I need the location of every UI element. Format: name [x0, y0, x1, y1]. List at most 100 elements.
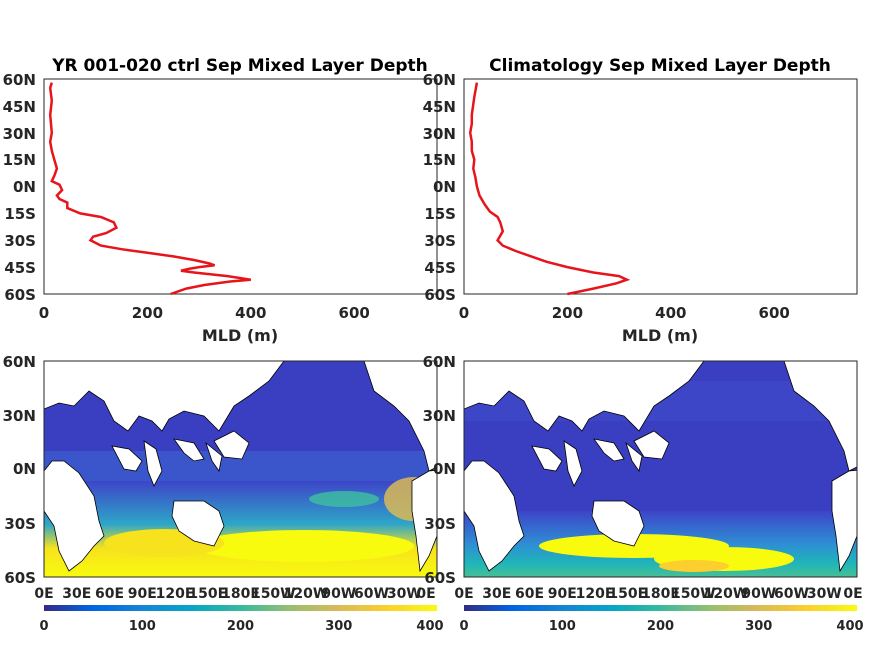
colorbar [464, 605, 857, 611]
x-tick-label: 0E [34, 586, 53, 602]
x-tick-label: 30E [482, 586, 511, 602]
map-panel-left: 60N 30N 0N 30S 60S 0E 30E 60E 90E 120E 1… [3, 353, 444, 634]
y-tick-label: 30S [424, 515, 456, 533]
x-tick-label: 30E [62, 586, 91, 602]
x-ticks: 0 200 400 600 [39, 304, 370, 322]
x-tick-label: 120E [156, 586, 195, 602]
x-tick-label: 180E [221, 586, 260, 602]
plot-box [43, 78, 438, 295]
chart-title: Climatology Sep Mixed Layer Depth [489, 56, 831, 76]
x-tick-label: 400 [655, 304, 686, 322]
x-tick-label: 60W [354, 586, 389, 602]
y-tick-label: 45S [424, 259, 456, 277]
colorbar-tick-label: 200 [227, 619, 254, 634]
x-tick-label: 120W [284, 586, 329, 602]
colorbar-tick-label: 200 [647, 619, 674, 634]
x-tick-label: 0E [416, 586, 435, 602]
y-tick-label: 30N [423, 407, 456, 425]
x-tick-label: 90E [548, 586, 577, 602]
mld-profile-line [48, 82, 251, 296]
mld-profile-line [468, 82, 631, 296]
y-ticks: 60N 45N 30N 15N 0N 15S 30S 45S 60S [423, 71, 456, 304]
x-tick-label: 120E [576, 586, 615, 602]
x-tick-label: 0 [39, 304, 49, 322]
x-tick-label: 150W [251, 586, 296, 602]
y-tick-label: 0N [433, 460, 456, 478]
x-tick-label: 180E [641, 586, 680, 602]
colorbar [44, 605, 437, 611]
x-tick-label: 600 [759, 304, 790, 322]
x-tick-label: 0E [454, 586, 473, 602]
y-tick-label: 15N [3, 151, 36, 169]
x-ticks: 0E 30E 60E 90E 120E 150E 180E 150W 120W … [34, 586, 435, 602]
colorbar-tick-label: 0 [459, 619, 468, 634]
y-tick-label: 0N [433, 178, 456, 196]
y-tick-label: 45N [3, 98, 36, 116]
y-tick-label: 15S [424, 205, 456, 223]
x-axis-label: MLD (m) [622, 326, 698, 345]
y-tick-label: 60N [423, 353, 456, 371]
x-axis-label: MLD (m) [202, 326, 278, 345]
profile-panel-left: YR 001-020 ctrl Sep Mixed Layer Depth 0 … [3, 56, 438, 345]
x-tick-label: 90W [321, 586, 356, 602]
x-tick-label: 600 [339, 304, 370, 322]
x-tick-label: 150E [608, 586, 647, 602]
colorbar-tick-label: 100 [129, 619, 156, 634]
y-tick-label: 30N [423, 125, 456, 143]
x-tick-label: 200 [552, 304, 583, 322]
profile-panel-right: Climatology Sep Mixed Layer Depth 0 200 … [423, 56, 858, 345]
y-tick-label: 30S [4, 515, 36, 533]
y-tick-label: 30N [3, 407, 36, 425]
y-tick-label: 0N [13, 460, 36, 478]
y-tick-label: 0N [13, 178, 36, 196]
y-tick-label: 60S [4, 569, 36, 587]
x-ticks: 0 200 400 600 [459, 304, 790, 322]
x-tick-label: 90E [128, 586, 157, 602]
y-ticks: 60N 30N 0N 30S 60S [423, 353, 456, 587]
southern-ocean-band [44, 481, 437, 577]
x-tick-label: 200 [132, 304, 163, 322]
y-tick-label: 30S [4, 232, 36, 250]
colorbar-tick-label: 300 [745, 619, 772, 634]
x-tick-label: 60E [515, 586, 544, 602]
y-tick-label: 60S [4, 286, 36, 304]
y-tick-label: 15S [4, 205, 36, 223]
x-tick-label: 60W [774, 586, 809, 602]
y-tick-label: 15N [423, 151, 456, 169]
y-tick-label: 60S [424, 569, 456, 587]
y-tick-label: 60N [3, 353, 36, 371]
colorbar-tick-label: 400 [416, 619, 443, 634]
chart-title: YR 001-020 ctrl Sep Mixed Layer Depth [51, 56, 428, 76]
y-tick-label: 60N [423, 71, 456, 89]
colorbar-tick-label: 0 [39, 619, 48, 634]
x-tick-label: 0E [843, 586, 862, 602]
x-tick-label: 90W [741, 586, 776, 602]
y-tick-label: 60S [424, 286, 456, 304]
x-tick-label: 120W [704, 586, 749, 602]
x-tick-label: 400 [235, 304, 266, 322]
colorbar-ticks: 0 100 200 300 400 [459, 619, 863, 634]
mld-map [44, 361, 437, 577]
x-tick-label: 30W [387, 586, 422, 602]
y-tick-label: 30S [424, 232, 456, 250]
y-tick-label: 45N [423, 98, 456, 116]
colorbar-tick-label: 100 [549, 619, 576, 634]
x-ticks: 0E 30E 60E 90E 120E 150E 180E 150W 120W … [454, 586, 862, 602]
colorbar-tick-label: 400 [836, 619, 863, 634]
y-tick-label: 45S [4, 259, 36, 277]
x-tick-label: 0 [459, 304, 469, 322]
x-tick-label: 150E [188, 586, 227, 602]
mld-map [464, 361, 857, 577]
colorbar-ticks: 0 100 200 300 400 [39, 619, 443, 634]
x-tick-label: 30W [807, 586, 842, 602]
y-tick-label: 60N [3, 71, 36, 89]
y-ticks: 60N 30N 0N 30S 60S [3, 353, 36, 587]
y-tick-label: 30N [3, 125, 36, 143]
x-tick-label: 60E [95, 586, 124, 602]
colorbar-tick-label: 300 [325, 619, 352, 634]
plot-box [463, 78, 858, 295]
y-ticks: 60N 45N 30N 15N 0N 15S 30S 45S 60S [3, 71, 36, 304]
x-tick-label: 150W [671, 586, 716, 602]
map-panel-right: 60N 30N 0N 30S 60S 0E 30E 60E 90E 120E 1… [423, 353, 864, 634]
